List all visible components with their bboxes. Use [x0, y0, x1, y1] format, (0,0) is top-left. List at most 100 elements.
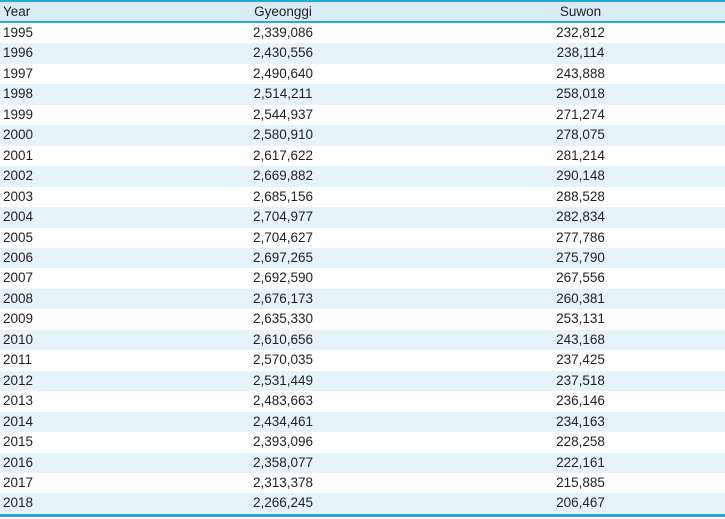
table-row: 2014 2,434,461 234,163 — [0, 411, 725, 433]
suwon-cell: 288,528 — [556, 188, 605, 204]
year-cell: 1997 — [3, 65, 34, 81]
table-row: 2013 2,483,663 236,146 — [0, 391, 725, 411]
gyeonggi-cell: 2,531,449 — [252, 372, 314, 388]
gyeonggi-cell: 2,580,910 — [252, 127, 314, 143]
year-cell: 2013 — [3, 393, 34, 409]
suwon-cell: 222,161 — [556, 454, 605, 470]
year-cell: 2014 — [3, 413, 34, 429]
table-row: 2017 2,313,378 215,885 — [0, 473, 725, 493]
suwon-cell: 243,888 — [556, 65, 605, 81]
suwon-cell: 290,148 — [556, 168, 605, 184]
gyeonggi-cell: 2,692,590 — [252, 270, 314, 286]
gyeonggi-cell: 2,393,096 — [252, 434, 314, 450]
year-cell: 2017 — [3, 474, 34, 490]
gyeonggi-cell: 2,669,882 — [252, 168, 314, 184]
gyeonggi-cell: 2,704,627 — [252, 229, 314, 245]
table-row: 2009 2,635,330 253,131 — [0, 309, 725, 329]
table-row: 2005 2,704,627 277,786 — [0, 228, 725, 248]
suwon-cell: 282,834 — [556, 209, 605, 225]
gyeonggi-cell: 2,358,077 — [252, 454, 314, 470]
table-body: 1995 2,339,086 232,812 1996 2,430,556 238,114… — [0, 22, 725, 516]
year-cell: 2011 — [3, 352, 33, 368]
gyeonggi-cell: 2,490,640 — [252, 65, 314, 81]
column-header-year: Year — [0, 1, 130, 23]
year-cell: 1998 — [3, 86, 34, 102]
table-row: 1995 2,339,086 232,812 — [0, 22, 725, 43]
gyeonggi-cell: 2,313,378 — [252, 474, 314, 490]
suwon-cell: 258,018 — [556, 86, 605, 102]
suwon-cell: 206,467 — [556, 495, 605, 511]
year-cell: 1996 — [3, 45, 34, 61]
table-row: 2008 2,676,173 260,381 — [0, 288, 725, 310]
year-cell: 2009 — [3, 311, 34, 327]
column-header-suwon: Suwon — [436, 1, 725, 23]
table-header-row: Year Gyeonggi Suwon — [0, 1, 725, 23]
gyeonggi-cell: 2,610,656 — [252, 331, 314, 347]
suwon-cell: 267,556 — [556, 270, 605, 286]
suwon-cell: 277,786 — [556, 229, 605, 245]
suwon-cell: 278,075 — [556, 127, 605, 143]
gyeonggi-cell: 2,430,556 — [252, 45, 314, 61]
gyeonggi-cell: 2,339,086 — [252, 25, 314, 40]
year-cell: 1999 — [3, 106, 34, 122]
table-row: 2004 2,704,977 282,834 — [0, 207, 725, 228]
gyeonggi-cell: 2,266,245 — [252, 495, 314, 511]
year-cell: 2012 — [3, 372, 34, 388]
suwon-cell: 234,163 — [556, 413, 605, 429]
column-header-gyeonggi: Gyeonggi — [130, 1, 436, 23]
suwon-cell: 238,114 — [556, 45, 605, 61]
table-row: 2006 2,697,265 275,790 — [0, 247, 725, 269]
table-row: 2015 2,393,096 228,258 — [0, 432, 725, 452]
year-cell: 2015 — [3, 434, 34, 450]
table-row: 2001 2,617,622 281,214 — [0, 146, 725, 166]
gyeonggi-cell: 2,617,622 — [252, 147, 314, 163]
table-row: 1997 2,490,640 243,888 — [0, 64, 725, 84]
suwon-cell: 275,790 — [556, 249, 605, 265]
gyeonggi-cell: 2,676,173 — [252, 290, 314, 306]
year-cell: 2005 — [3, 229, 34, 245]
year-cell: 1995 — [3, 25, 34, 40]
year-cell: 2016 — [3, 454, 34, 470]
gyeonggi-cell: 2,697,265 — [252, 249, 314, 265]
suwon-cell: 237,425 — [556, 352, 605, 368]
table-row: 2010 2,610,656 243,168 — [0, 329, 725, 351]
gyeonggi-cell: 2,704,977 — [252, 209, 314, 225]
year-cell: 2000 — [3, 127, 34, 143]
table-row: 2003 2,685,156 288,528 — [0, 187, 725, 207]
table-row: 2018 2,266,245 206,467 — [0, 493, 725, 516]
table-row: 1998 2,514,211 258,018 — [0, 84, 725, 105]
year-cell: 2001 — [3, 147, 34, 163]
gyeonggi-cell: 2,483,663 — [252, 393, 314, 409]
table-row: 2016 2,358,077 222,161 — [0, 452, 725, 473]
table-row: 2000 2,580,910 278,075 — [0, 125, 725, 146]
table-row: 1999 2,544,937 271,274 — [0, 105, 725, 125]
gyeonggi-cell: 2,514,211 — [253, 86, 313, 102]
suwon-cell: 253,131 — [556, 311, 605, 327]
suwon-cell: 232,812 — [556, 25, 605, 40]
suwon-cell: 228,258 — [556, 434, 605, 450]
table-row: 2007 2,692,590 267,556 — [0, 268, 725, 288]
year-cell: 2002 — [3, 168, 34, 184]
table-row: 2011 2,570,035 237,425 — [0, 350, 725, 370]
suwon-cell: 271,274 — [556, 106, 605, 122]
suwon-cell: 260,381 — [556, 290, 605, 306]
gyeonggi-cell: 2,685,156 — [252, 188, 314, 204]
suwon-cell: 281,214 — [556, 147, 605, 163]
table-row: 2012 2,531,449 237,518 — [0, 370, 725, 392]
year-cell: 2008 — [3, 290, 34, 306]
gyeonggi-cell: 2,570,035 — [252, 352, 314, 368]
suwon-cell: 237,518 — [556, 372, 605, 388]
year-cell: 2018 — [3, 495, 34, 511]
table-row: 1996 2,430,556 238,114 — [0, 43, 725, 64]
year-cell: 2007 — [3, 270, 34, 286]
year-cell: 2003 — [3, 188, 34, 204]
table-row: 2002 2,669,882 290,148 — [0, 166, 725, 187]
year-cell: 2006 — [3, 249, 34, 265]
year-cell: 2010 — [3, 331, 34, 347]
table-header: Year Gyeonggi Suwon — [0, 1, 725, 23]
gyeonggi-cell: 2,635,330 — [252, 311, 314, 327]
suwon-cell: 243,168 — [556, 331, 605, 347]
gyeonggi-cell: 2,544,937 — [252, 106, 314, 122]
